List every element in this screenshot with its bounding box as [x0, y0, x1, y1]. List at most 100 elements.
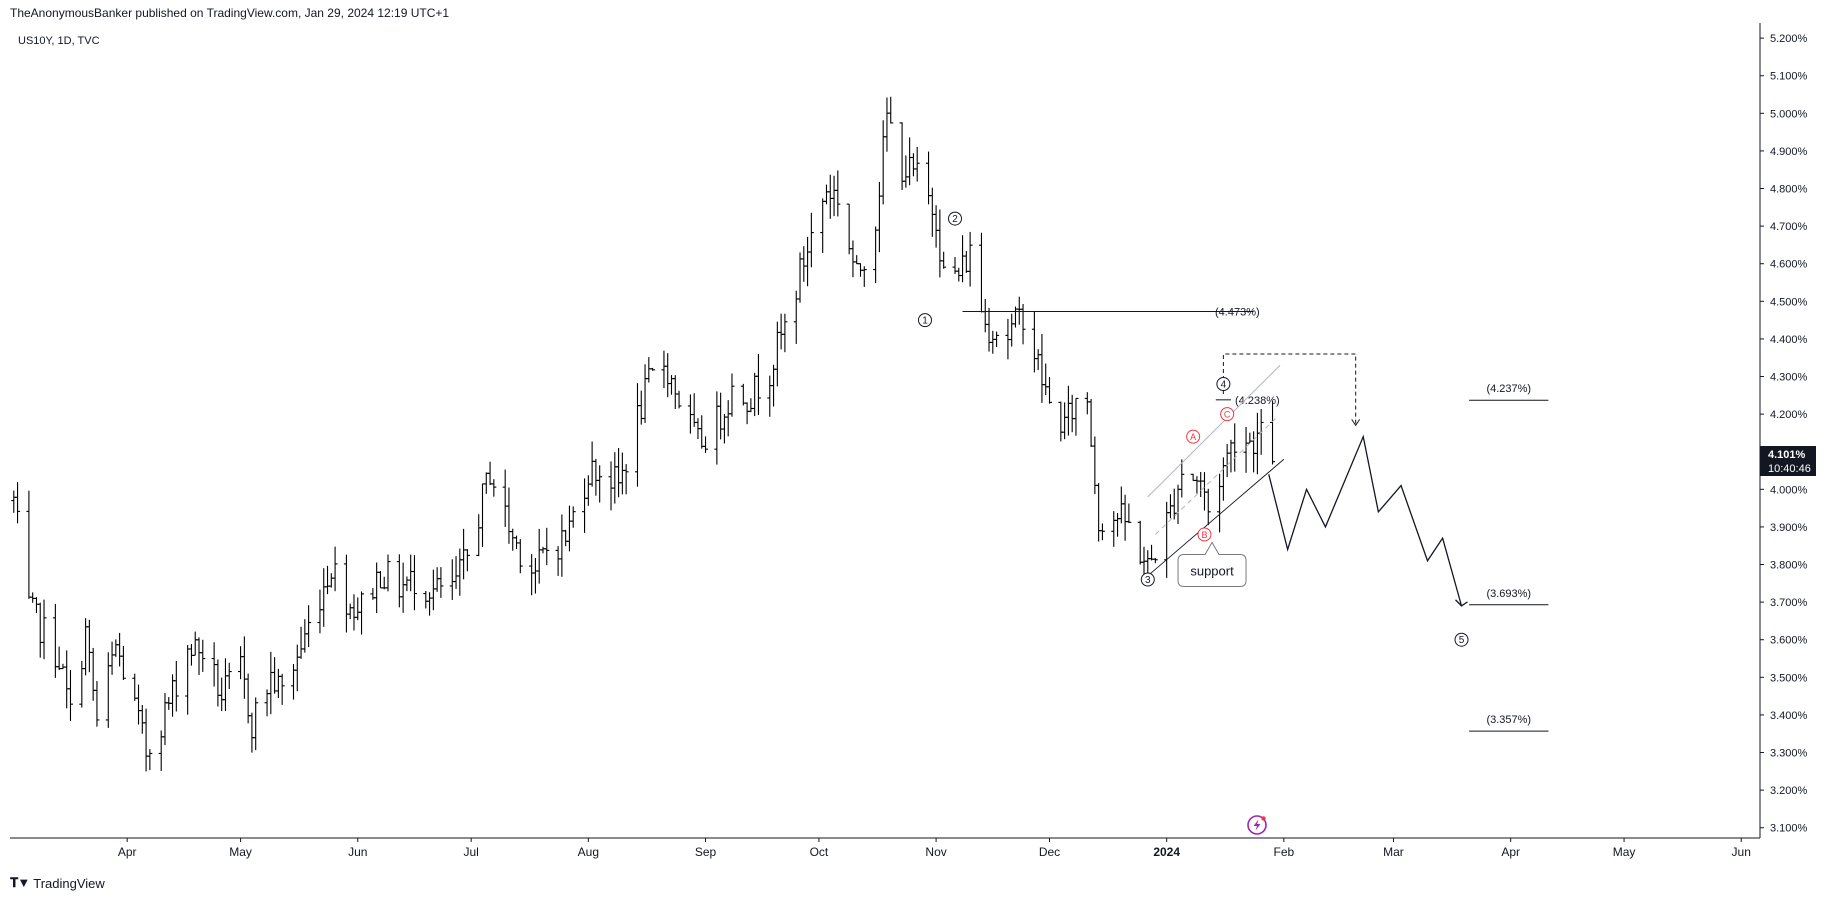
ohlc-bar — [646, 357, 652, 383]
ohlc-bar — [566, 505, 572, 552]
y-tick-label: 3.600% — [1770, 635, 1808, 647]
x-tick-label: Jun — [1732, 845, 1751, 859]
wave-label-circle — [1216, 377, 1231, 392]
ohlc-bar — [805, 236, 811, 287]
ohlc-bar — [90, 647, 96, 701]
ohlc-bar — [132, 673, 138, 701]
ohlc-bar — [1175, 484, 1181, 525]
ohlc-bar — [1201, 472, 1207, 511]
ohlc-bar — [41, 599, 47, 660]
ohlc-bar — [1217, 473, 1223, 533]
ohlc-bar — [1099, 523, 1105, 541]
ohlc-bar — [109, 641, 115, 675]
ohlc-bar — [306, 605, 312, 648]
ohlc-bar — [801, 246, 807, 282]
wave-label-text: 2 — [952, 214, 958, 225]
ohlc-bar — [672, 375, 678, 409]
ohlc-bar — [56, 646, 62, 671]
abc-label: A — [1186, 429, 1201, 444]
y-tick-label: 4.800% — [1770, 184, 1808, 196]
ohlc-bar — [396, 554, 402, 608]
ohlc-bar — [903, 155, 909, 188]
ohlc-bar — [173, 660, 179, 712]
ohlc-bar — [147, 749, 153, 771]
ohlc-bar — [740, 383, 746, 406]
ohlc-bar — [661, 350, 667, 389]
ohlc-bar — [1179, 459, 1185, 498]
ohlc-bar — [963, 251, 969, 273]
ohlc-bar — [321, 568, 327, 627]
support-callout: support — [1177, 541, 1247, 588]
wave-label-text: 4 — [1221, 380, 1227, 391]
ohlc-bar — [502, 469, 508, 527]
wave-label-circle — [948, 211, 962, 226]
ohlc-bar — [253, 697, 259, 751]
ohlc-bar — [517, 539, 523, 574]
ohlc-bar — [782, 313, 788, 353]
abc-label: C — [1220, 407, 1235, 422]
ohlc-bar — [714, 391, 720, 465]
symbol-legend[interactable]: US10Y, 1D, TVC — [18, 35, 100, 47]
ohlc-bar — [294, 644, 300, 692]
y-tick-label: 3.100% — [1770, 823, 1808, 835]
ohlc-bar — [1194, 476, 1200, 494]
footer-brand-label: TradingView — [33, 875, 105, 891]
ohlc-bar — [185, 645, 191, 715]
ohlc-bar — [113, 639, 119, 657]
target-arrow-head — [1351, 419, 1361, 427]
ohlc-bar — [850, 240, 856, 278]
ohlc-bar — [162, 693, 168, 746]
ohlc-bar — [1035, 349, 1041, 371]
ohlc-bar — [1205, 488, 1211, 526]
ohlc-bar — [483, 472, 489, 494]
ohlc-bar — [359, 591, 365, 635]
ohlc-bar — [835, 170, 841, 217]
abc-label-circle — [1220, 407, 1235, 422]
ohlc-bar — [1069, 394, 1075, 433]
wave-label-circle — [918, 313, 932, 328]
ohlc-bars — [11, 96, 1276, 772]
price-scale: 5.200% 5.100% 5.000% 4.900% 4.800% 4.700% 4.60… — [1760, 33, 1808, 835]
ohlc-bar — [544, 527, 550, 566]
ohlc-bar — [279, 673, 285, 705]
lightning-icon[interactable] — [1247, 815, 1267, 835]
price-badge-countdown: 10:40:46 — [1768, 463, 1811, 475]
ohlc-bar — [1047, 377, 1052, 404]
ohlc-bar — [1031, 311, 1037, 373]
ohlc-bar — [960, 235, 966, 283]
footer-brand[interactable]: 𝐓▼ TradingView — [10, 875, 105, 891]
ohlc-bar — [1137, 520, 1143, 565]
ohlc-bar — [249, 712, 255, 753]
price-badge-bg — [1760, 446, 1816, 476]
ohlc-bar — [298, 626, 304, 659]
wave-label-text: 3 — [1145, 575, 1151, 586]
channel-mid-line — [1154, 417, 1277, 535]
ohlc-bar — [219, 677, 225, 712]
ohlc-bar — [464, 549, 470, 572]
ohlc-bar — [752, 372, 758, 417]
ohlc-bar — [873, 226, 879, 284]
x-tick-label: May — [229, 845, 252, 859]
ohlc-bar — [669, 375, 674, 395]
x-tick-label: Aug — [578, 845, 599, 859]
drawings: (4.473%) (4.238%) (4.237%) (3.693%) (3.357%)… — [918, 211, 1549, 732]
ohlc-bar — [1270, 401, 1276, 465]
ohlc-bar — [347, 603, 353, 620]
ohlc-bar — [275, 668, 281, 698]
ohlc-bar — [608, 461, 614, 511]
ohlc-bar — [343, 554, 349, 633]
ohlc-bar — [1122, 494, 1128, 541]
ohlc-bar — [990, 330, 996, 354]
y-tick-label: 5.100% — [1770, 71, 1808, 83]
ohlc-bar — [585, 475, 591, 506]
ohlc-bar — [926, 151, 932, 205]
ohlc-bar — [994, 331, 1000, 347]
ohlc-bar — [978, 232, 984, 313]
abc-label-circle — [1186, 429, 1201, 444]
ohlc-bar — [355, 597, 361, 621]
y-tick-label: 4.300% — [1770, 372, 1808, 384]
ohlc-bar — [616, 447, 622, 498]
y-tick-label: 3.400% — [1770, 710, 1808, 722]
ohlc-bar — [665, 353, 671, 398]
